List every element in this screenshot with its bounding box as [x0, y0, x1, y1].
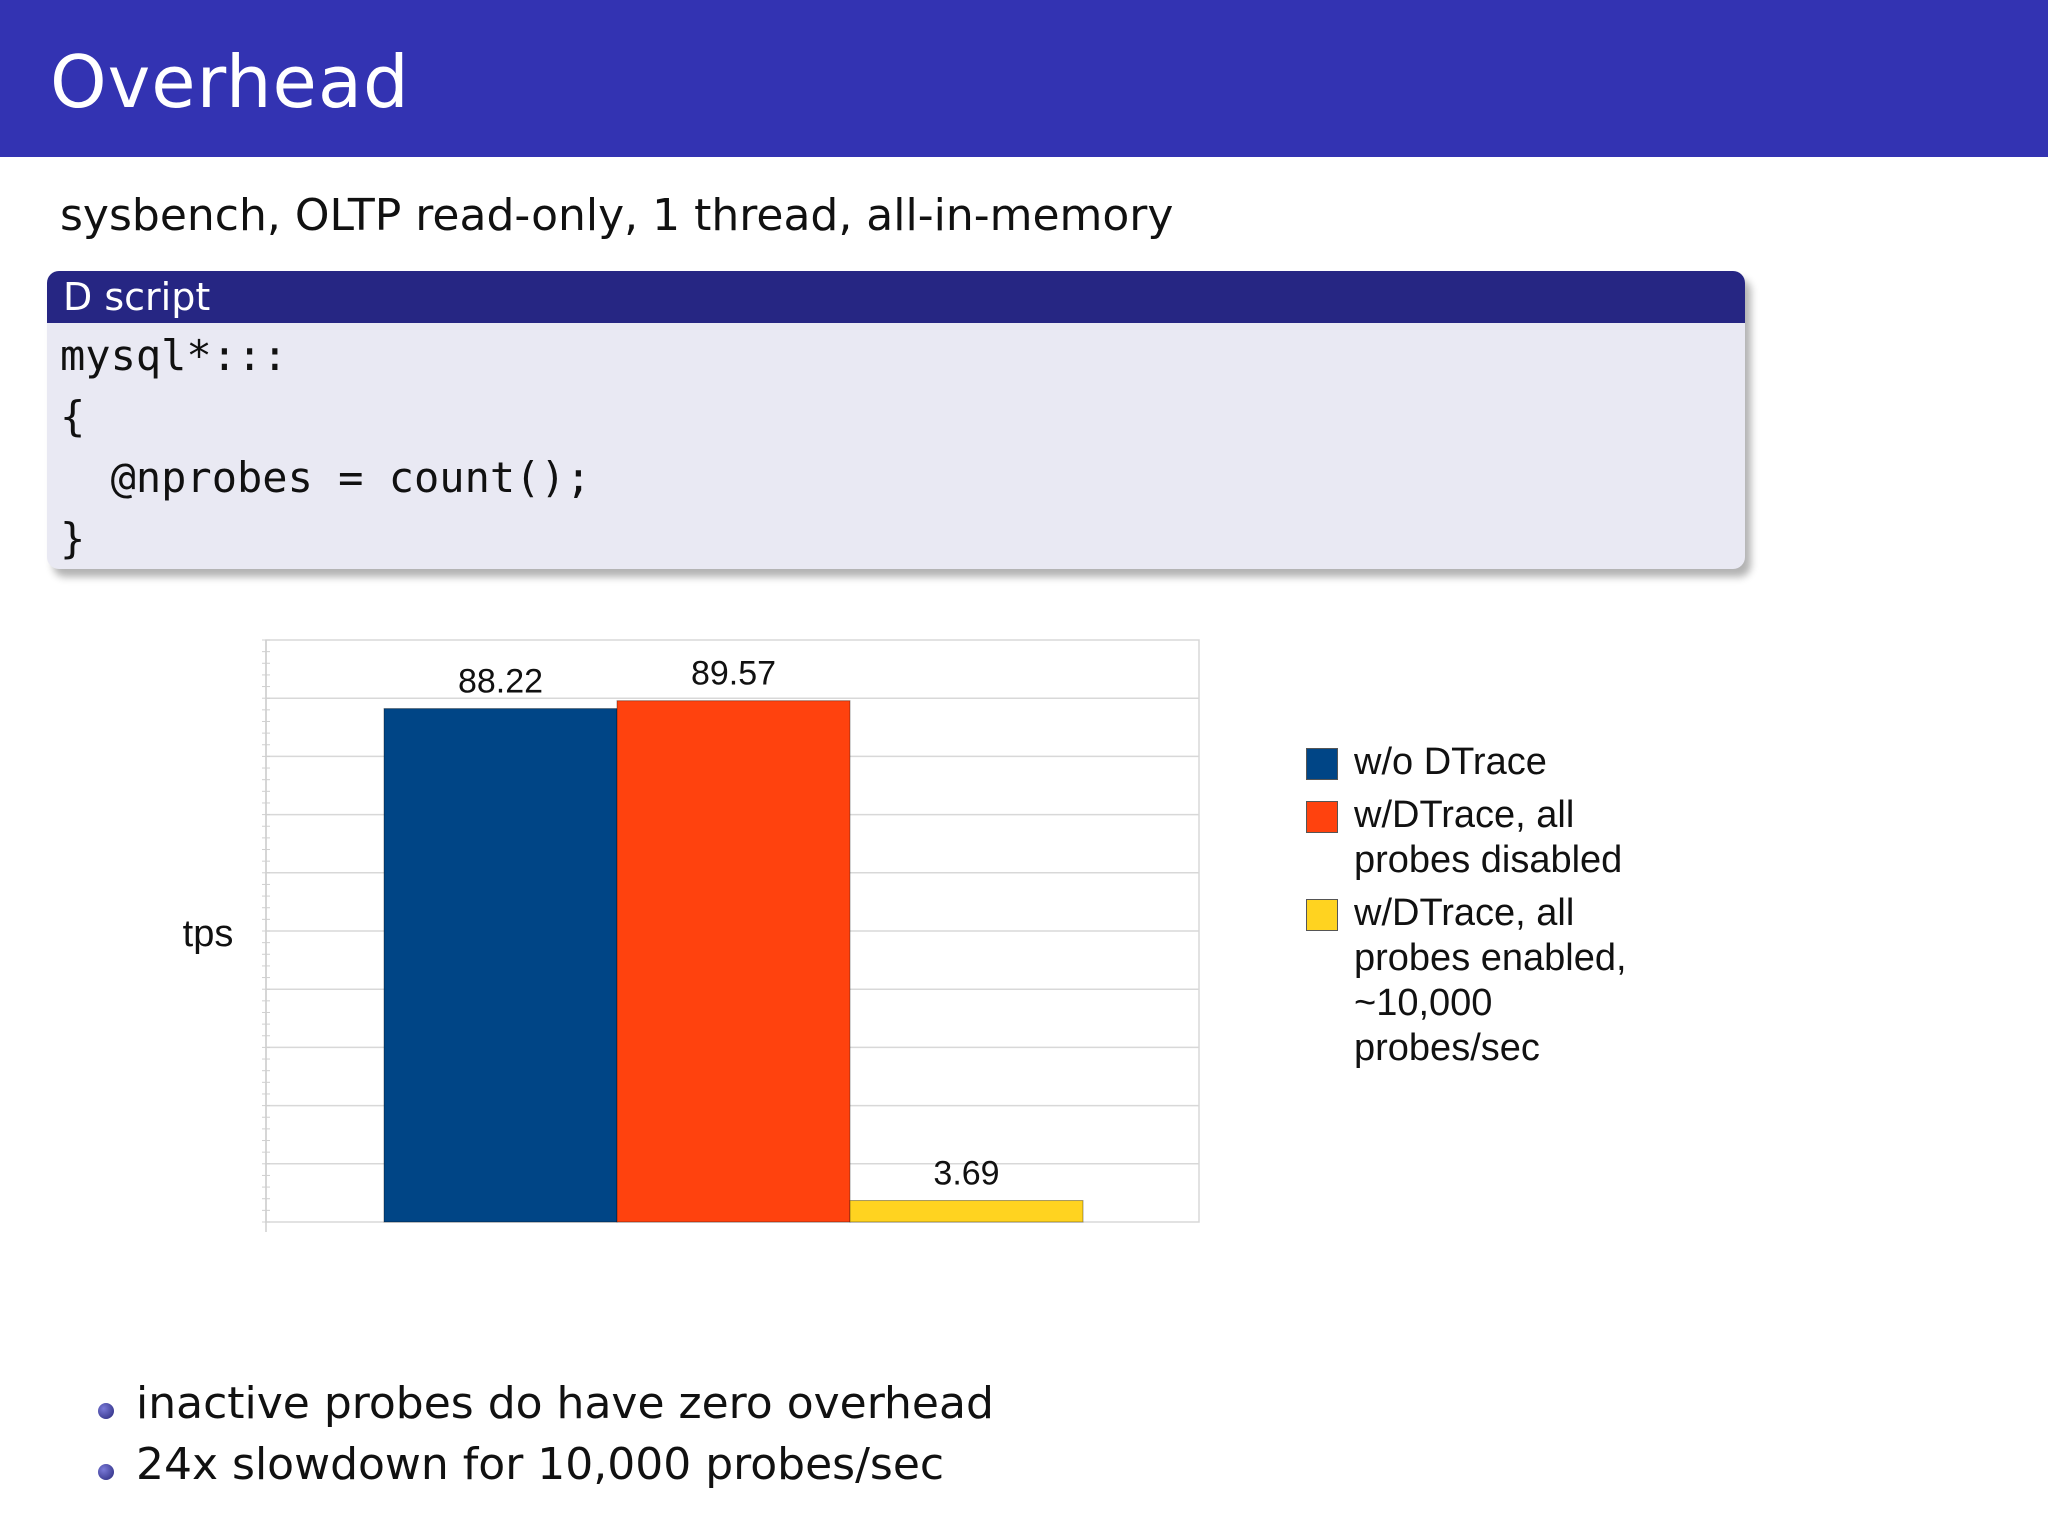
code-block-header: D script: [47, 271, 1745, 323]
bar-value-label: 89.57: [691, 655, 776, 693]
legend-label-line: ~10,000: [1354, 982, 1493, 1024]
bar-value-label: 88.22: [458, 663, 543, 701]
bullet-text: inactive probes do have zero overhead: [136, 1378, 994, 1429]
chart-data-labels: 88.22 89.57 3.69: [458, 655, 1000, 1193]
legend-label-line: probes/sec: [1354, 1027, 1540, 1069]
code-line: @nprobes = count();: [60, 453, 592, 502]
bullet-text: 24x slowdown for 10,000 probes/sec: [136, 1439, 945, 1490]
code-line: {: [60, 392, 86, 441]
legend-swatch-icon: [1306, 899, 1338, 931]
legend-swatch-icon: [1306, 801, 1338, 833]
slide-title: Overhead: [50, 40, 410, 124]
code-block-title: D script: [63, 275, 211, 319]
legend-label-line: w/DTrace, all: [1354, 892, 1575, 934]
bar: [849, 1200, 1084, 1223]
chart-bars: [383, 700, 1084, 1223]
legend-label-line: w/o DTrace: [1354, 741, 1547, 783]
legend-swatch-icon: [1306, 748, 1338, 780]
bar: [616, 700, 851, 1223]
title-bar: Overhead: [0, 0, 2048, 157]
code-block: D script mysql*::: { @nprobes = count();…: [47, 271, 1745, 569]
legend-label-line: probes disabled: [1354, 839, 1623, 881]
bullet-icon: [98, 1403, 114, 1419]
y-axis-label: tps: [183, 913, 234, 955]
slide-subtitle: sysbench, OLTP read-only, 1 thread, all-…: [60, 190, 1174, 241]
bar-value-label: 3.69: [933, 1155, 999, 1193]
code-line: mysql*:::: [60, 331, 288, 380]
legend-label: w/DTrace, all probes disabled: [1354, 793, 1694, 883]
legend-label: w/o DTrace: [1354, 740, 1694, 785]
bullet-icon: [98, 1464, 114, 1480]
legend-label-line: w/DTrace, all: [1354, 794, 1575, 836]
legend-label: w/DTrace, all probes enabled, ~10,000 probe…: [1354, 891, 1694, 1071]
code-line: }: [60, 514, 86, 563]
legend-label-line: probes enabled,: [1354, 937, 1627, 979]
bar: [383, 708, 618, 1223]
